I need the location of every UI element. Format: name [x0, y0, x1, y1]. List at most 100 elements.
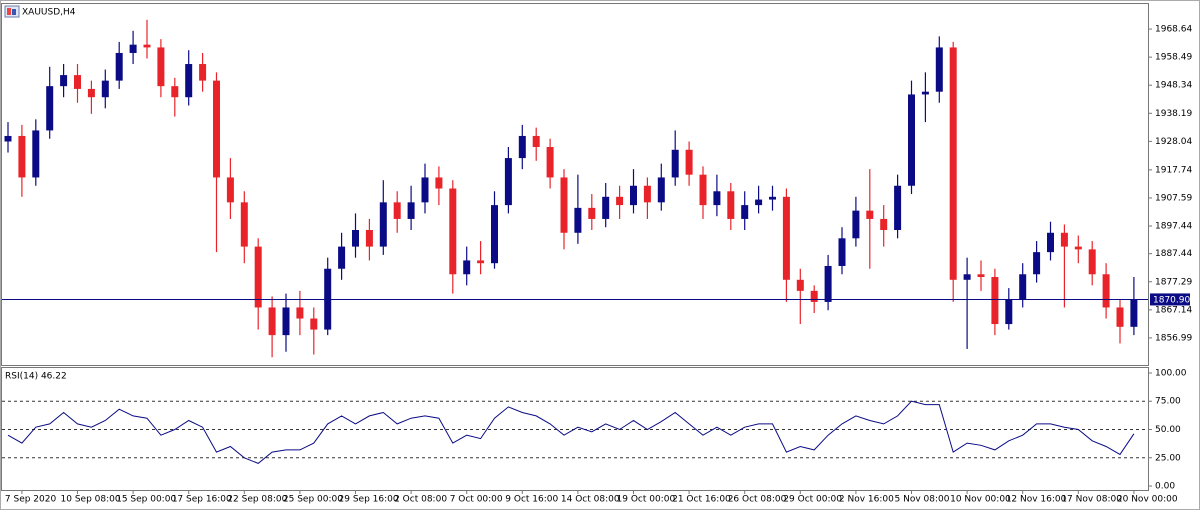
candle-body: [1033, 252, 1041, 275]
y-tick-label: 0.00: [1155, 482, 1175, 492]
y-tick-label: 75.00: [1155, 397, 1181, 407]
x-tick-label: 21 Oct 16:00: [672, 495, 731, 505]
candle-body: [393, 202, 401, 219]
candle-body: [477, 260, 485, 264]
candle-body: [949, 47, 957, 280]
candle-body: [755, 199, 763, 206]
y-tick-label: 1928.04: [1155, 137, 1192, 147]
candle-body: [1019, 274, 1027, 300]
candle-body: [741, 205, 749, 219]
candle-body: [894, 185, 902, 231]
candle-body: [602, 196, 610, 219]
candle-body: [74, 75, 81, 89]
current-price-label: 1870.90: [1153, 295, 1190, 305]
x-tick-label: 25 Sep 00:00: [283, 495, 343, 505]
candle-body: [643, 185, 651, 203]
y-tick-label: 1877.29: [1155, 277, 1192, 287]
candle-body: [4, 135, 12, 142]
candle-body: [463, 260, 471, 275]
candle-body: [810, 290, 818, 302]
candle-body: [824, 265, 832, 302]
candle-body: [588, 207, 596, 219]
candle-body: [338, 246, 346, 269]
candle-body: [449, 188, 457, 275]
x-tick-label: 17 Nov 08:00: [1061, 495, 1122, 505]
candle-body: [1088, 249, 1096, 275]
candle-body: [213, 80, 220, 178]
x-tick-label: 2 Oct 08:00: [394, 495, 447, 505]
y-tick-label: 100.00: [1155, 368, 1187, 378]
candle-body: [157, 47, 165, 87]
x-tick-label: 29 Sep 16:00: [339, 495, 399, 505]
x-tick-label: 2 Nov 16:00: [839, 495, 894, 505]
candle-body: [199, 64, 207, 81]
candle-body: [796, 279, 804, 291]
y-tick-label: 1917.74: [1155, 165, 1192, 175]
candle-body: [1060, 232, 1068, 247]
candle-body: [115, 52, 123, 81]
candle-body: [296, 307, 304, 319]
candle-body: [935, 47, 943, 92]
candle-body: [574, 207, 582, 233]
candle-body: [838, 238, 846, 266]
candle-body: [87, 88, 95, 98]
x-tick-label: 22 Sep 08:00: [227, 495, 287, 505]
candle-body: [713, 191, 721, 206]
y-tick-label: 1887.44: [1155, 249, 1192, 259]
x-tick-label: 7 Oct 00:00: [450, 495, 503, 505]
x-tick-label: 10 Sep 08:00: [61, 495, 121, 505]
candle-body: [671, 149, 679, 178]
candle-body: [963, 274, 971, 280]
candle-body: [421, 177, 429, 203]
y-tick-label: 1867.14: [1155, 305, 1192, 315]
price-panel: [1, 3, 1149, 366]
candle-body: [977, 274, 985, 278]
candle-body: [268, 307, 276, 336]
candle-body: [185, 64, 193, 98]
candle-body: [254, 246, 262, 308]
candle-body: [240, 202, 248, 247]
x-tick-label: 15 Sep 00:00: [116, 495, 176, 505]
candle-body: [560, 177, 568, 233]
y-tick-label: 1907.59: [1155, 193, 1192, 203]
candle-body: [657, 177, 665, 203]
y-tick-label: 50.00: [1155, 425, 1181, 435]
x-tick-label: 19 Oct 00:00: [617, 495, 676, 505]
candle-body: [769, 196, 776, 200]
x-tick-label: 9 Oct 16:00: [505, 495, 558, 505]
candle-body: [435, 177, 443, 189]
y-tick-label: 1897.44: [1155, 222, 1192, 232]
candle-body: [129, 44, 137, 53]
candle-body: [908, 94, 915, 186]
candle-body: [32, 130, 40, 178]
x-tick-label: 14 Oct 08:00: [561, 495, 620, 505]
candle-body: [310, 318, 318, 330]
candle-body: [782, 196, 790, 280]
candle-body: [365, 230, 373, 247]
rsi-panel: [1, 367, 1149, 491]
y-tick-label: 1948.34: [1155, 81, 1192, 91]
x-tick-label: 12 Nov 16:00: [1006, 495, 1067, 505]
y-tick-label: 1968.64: [1155, 25, 1192, 35]
candle-body: [685, 149, 693, 175]
y-tick-label: 1938.19: [1155, 109, 1192, 119]
chart-title: XAUUSD,H4: [22, 8, 76, 18]
candle-body: [171, 86, 179, 98]
candle-body: [699, 174, 707, 206]
candle-body: [352, 230, 359, 247]
candle-body: [226, 177, 234, 203]
candle-body: [921, 91, 929, 95]
rsi-title: RSI(14) 46.22: [5, 372, 67, 382]
candle-body: [101, 80, 109, 98]
candle-body: [504, 158, 512, 206]
x-tick-label: 5 Nov 08:00: [895, 495, 950, 505]
y-tick-label: 1856.99: [1155, 333, 1192, 343]
x-tick-label: 17 Sep 16:00: [172, 495, 232, 505]
candle-body: [1047, 232, 1054, 253]
candle-body: [282, 307, 290, 336]
candle-body: [727, 191, 735, 219]
x-tick-label: 10 Nov 00:00: [950, 495, 1011, 505]
candle-body: [630, 185, 637, 206]
